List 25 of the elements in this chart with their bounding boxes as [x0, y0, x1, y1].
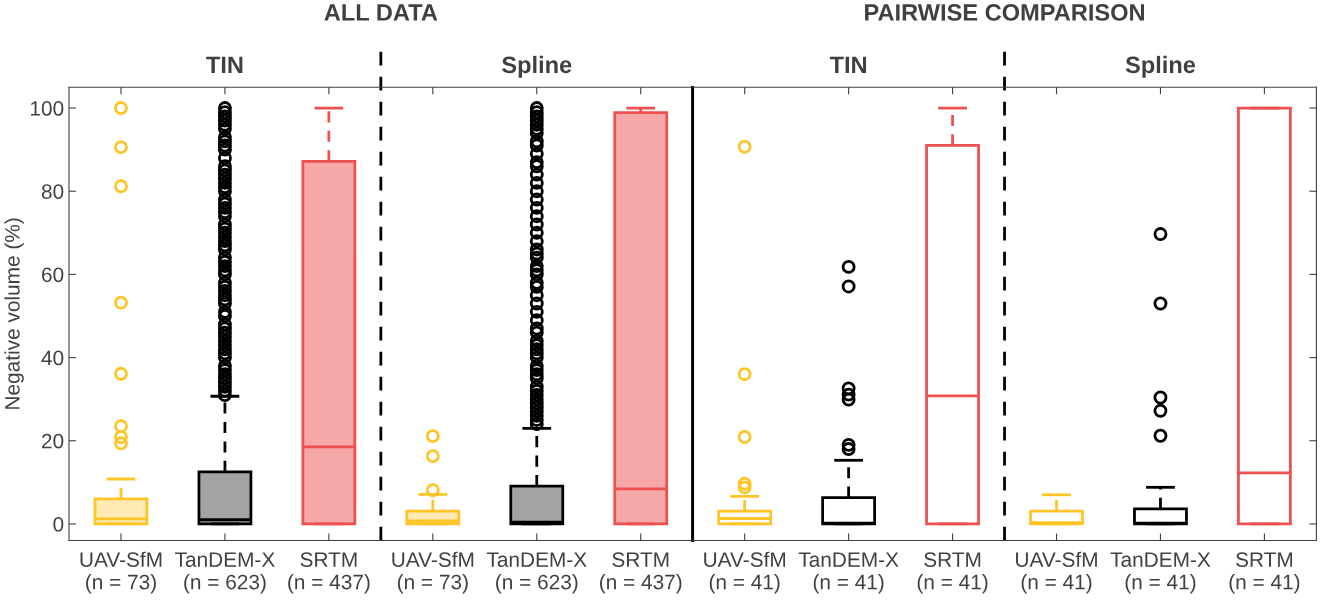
- chart-title: ALL DATA: [324, 4, 438, 21]
- x-tick-label: UAV-SfM (n = 73): [80, 551, 162, 594]
- y-tick-label: 0: [53, 516, 64, 532]
- x-tick-label: SRTM (n = 437): [288, 552, 370, 594]
- y-tick-label: 20: [42, 433, 64, 449]
- x-tick-label: SRTM (n = 41): [917, 552, 988, 594]
- x-tick-label: TanDEM-X (n = 41): [798, 552, 899, 594]
- y-tick-label: 40: [41, 350, 64, 366]
- y-tick-label: 60: [42, 267, 64, 283]
- y-tick-label: 80: [41, 184, 64, 199]
- x-tick-label: UAV-SfM (n = 41): [704, 551, 786, 594]
- text: TIN: [206, 56, 243, 73]
- chart-title: PAIRWISE COMPARISON: [865, 4, 1144, 21]
- x-tick-label: SRTM (n = 437): [600, 552, 682, 594]
- x-tick-label: TanDEM-X (n = 623): [486, 552, 587, 594]
- x-tick-label: UAV-SfM (n = 73): [392, 551, 474, 594]
- x-tick-label: TanDEM-X (n = 623): [175, 552, 275, 594]
- text: Spline: [1125, 55, 1196, 78]
- text: TIN: [829, 56, 867, 73]
- y-axis-title: Negative volume (%): [4, 218, 24, 409]
- text: Spline: [502, 55, 572, 78]
- x-tick-label: SRTM (n = 41): [1229, 552, 1300, 594]
- x-tick-label: UAV-SfM (n = 41): [1016, 551, 1097, 594]
- x-tick-label: TanDEM-X (n = 41): [1110, 552, 1211, 594]
- y-tick-label: 100: [30, 101, 64, 116]
